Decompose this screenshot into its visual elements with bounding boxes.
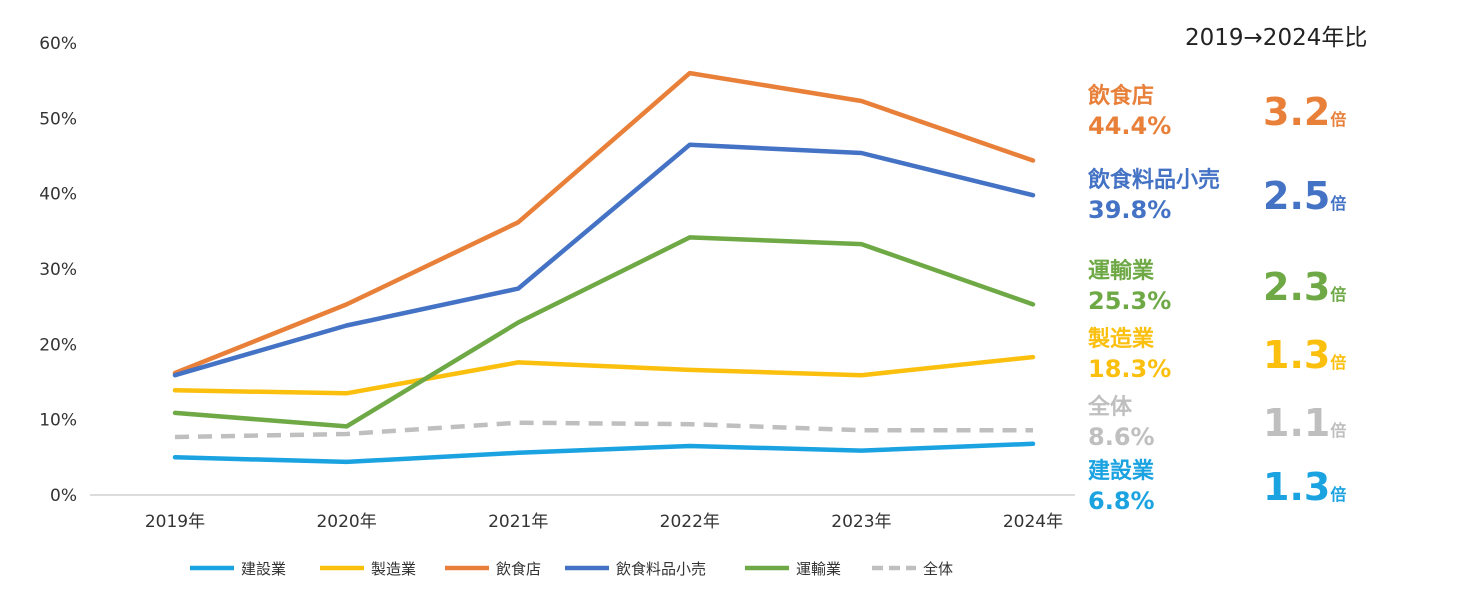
ratio-item-value: 18.3% — [1088, 355, 1172, 383]
y-tick-label: 50% — [39, 109, 77, 129]
series-lines — [172, 70, 1036, 465]
legend-label: 飲食店 — [496, 560, 541, 578]
x-tick-label: 2024年 — [1003, 512, 1063, 532]
ratio-item-name: 全体 — [1088, 395, 1133, 420]
y-tick-label: 60% — [39, 34, 77, 54]
legend-label: 全体 — [923, 560, 953, 578]
ratio-item-name: 飲食料品小売 — [1088, 168, 1221, 193]
ratio-item: 製造業 18.3% 1.3倍 — [1088, 327, 1448, 389]
y-tick-label: 10% — [39, 411, 77, 431]
series-line — [172, 235, 1036, 429]
series-line — [174, 420, 1033, 440]
ratio-item-value: 39.8% — [1088, 196, 1172, 224]
x-tick-label: 2019年 — [145, 512, 205, 532]
x-axis: 2019年 2020年 2021年 2022年 2023年 2024年 — [145, 512, 1063, 532]
ratio-number: 1.1 — [1263, 401, 1331, 445]
ratio-item: 飲食店 44.4% 3.2倍 — [1088, 84, 1448, 146]
series-line — [172, 142, 1036, 378]
series-line — [172, 441, 1036, 465]
ratio-item-value: 8.6% — [1088, 423, 1155, 451]
series-line — [172, 354, 1036, 396]
ratio-panel-title: 2019→2024年比 — [1185, 25, 1368, 51]
ratio-unit: 倍 — [1330, 110, 1347, 129]
ratio-item-value: 44.4% — [1088, 112, 1172, 140]
ratio-unit: 倍 — [1330, 353, 1347, 372]
ratio-item-value: 6.8% — [1088, 487, 1155, 515]
x-tick-label: 2022年 — [660, 512, 720, 532]
ratio-item-ratio: 2.3倍 — [1263, 265, 1346, 309]
y-tick-label: 20% — [39, 335, 77, 355]
legend-label: 運輸業 — [796, 560, 841, 578]
legend-label: 製造業 — [371, 560, 416, 578]
y-axis: 0% 10% 20% 30% 40% 50% 60% — [39, 34, 77, 506]
ratio-unit: 倍 — [1330, 194, 1347, 213]
x-tick-label: 2020年 — [316, 512, 376, 532]
ratio-unit: 倍 — [1330, 421, 1347, 440]
ratio-unit: 倍 — [1330, 485, 1347, 504]
x-tick-label: 2023年 — [831, 512, 891, 532]
ratio-item-ratio: 1.3倍 — [1263, 333, 1346, 377]
ratio-item-ratio: 1.1倍 — [1263, 401, 1346, 445]
ratio-number: 1.3 — [1263, 333, 1331, 377]
legend: 建設業 製造業 飲食店 飲食料品小売 運輸業 全体 — [190, 560, 953, 578]
x-tick-label: 2021年 — [488, 512, 548, 532]
ratio-item: 全体 8.6% 1.1倍 — [1088, 395, 1448, 457]
ratio-unit: 倍 — [1330, 285, 1347, 304]
ratio-item: 運輸業 25.3% 2.3倍 — [1088, 259, 1448, 321]
ratio-item-ratio: 2.5倍 — [1263, 174, 1346, 218]
ratio-item: 飲食料品小売 39.8% 2.5倍 — [1088, 168, 1448, 230]
series-line — [172, 70, 1036, 376]
ratio-number: 2.5 — [1263, 174, 1331, 218]
ratio-item-name: 飲食店 — [1088, 84, 1155, 109]
ratio-item-value: 25.3% — [1088, 287, 1172, 315]
y-tick-label: 0% — [50, 486, 77, 506]
ratio-number: 1.3 — [1263, 465, 1331, 509]
ratio-number: 2.3 — [1263, 265, 1331, 309]
legend-label: 飲食料品小売 — [616, 560, 706, 578]
ratio-item-name: 運輸業 — [1088, 259, 1155, 284]
ratio-number: 3.2 — [1263, 90, 1331, 134]
y-tick-label: 40% — [39, 185, 77, 205]
legend-label: 建設業 — [241, 560, 286, 578]
ratio-item: 建設業 6.8% 1.3倍 — [1088, 459, 1448, 521]
ratio-item-ratio: 1.3倍 — [1263, 465, 1346, 509]
ratio-item-name: 製造業 — [1088, 327, 1155, 352]
ratio-item-name: 建設業 — [1088, 459, 1155, 484]
ratio-item-ratio: 3.2倍 — [1263, 90, 1346, 134]
y-tick-label: 30% — [39, 260, 77, 280]
